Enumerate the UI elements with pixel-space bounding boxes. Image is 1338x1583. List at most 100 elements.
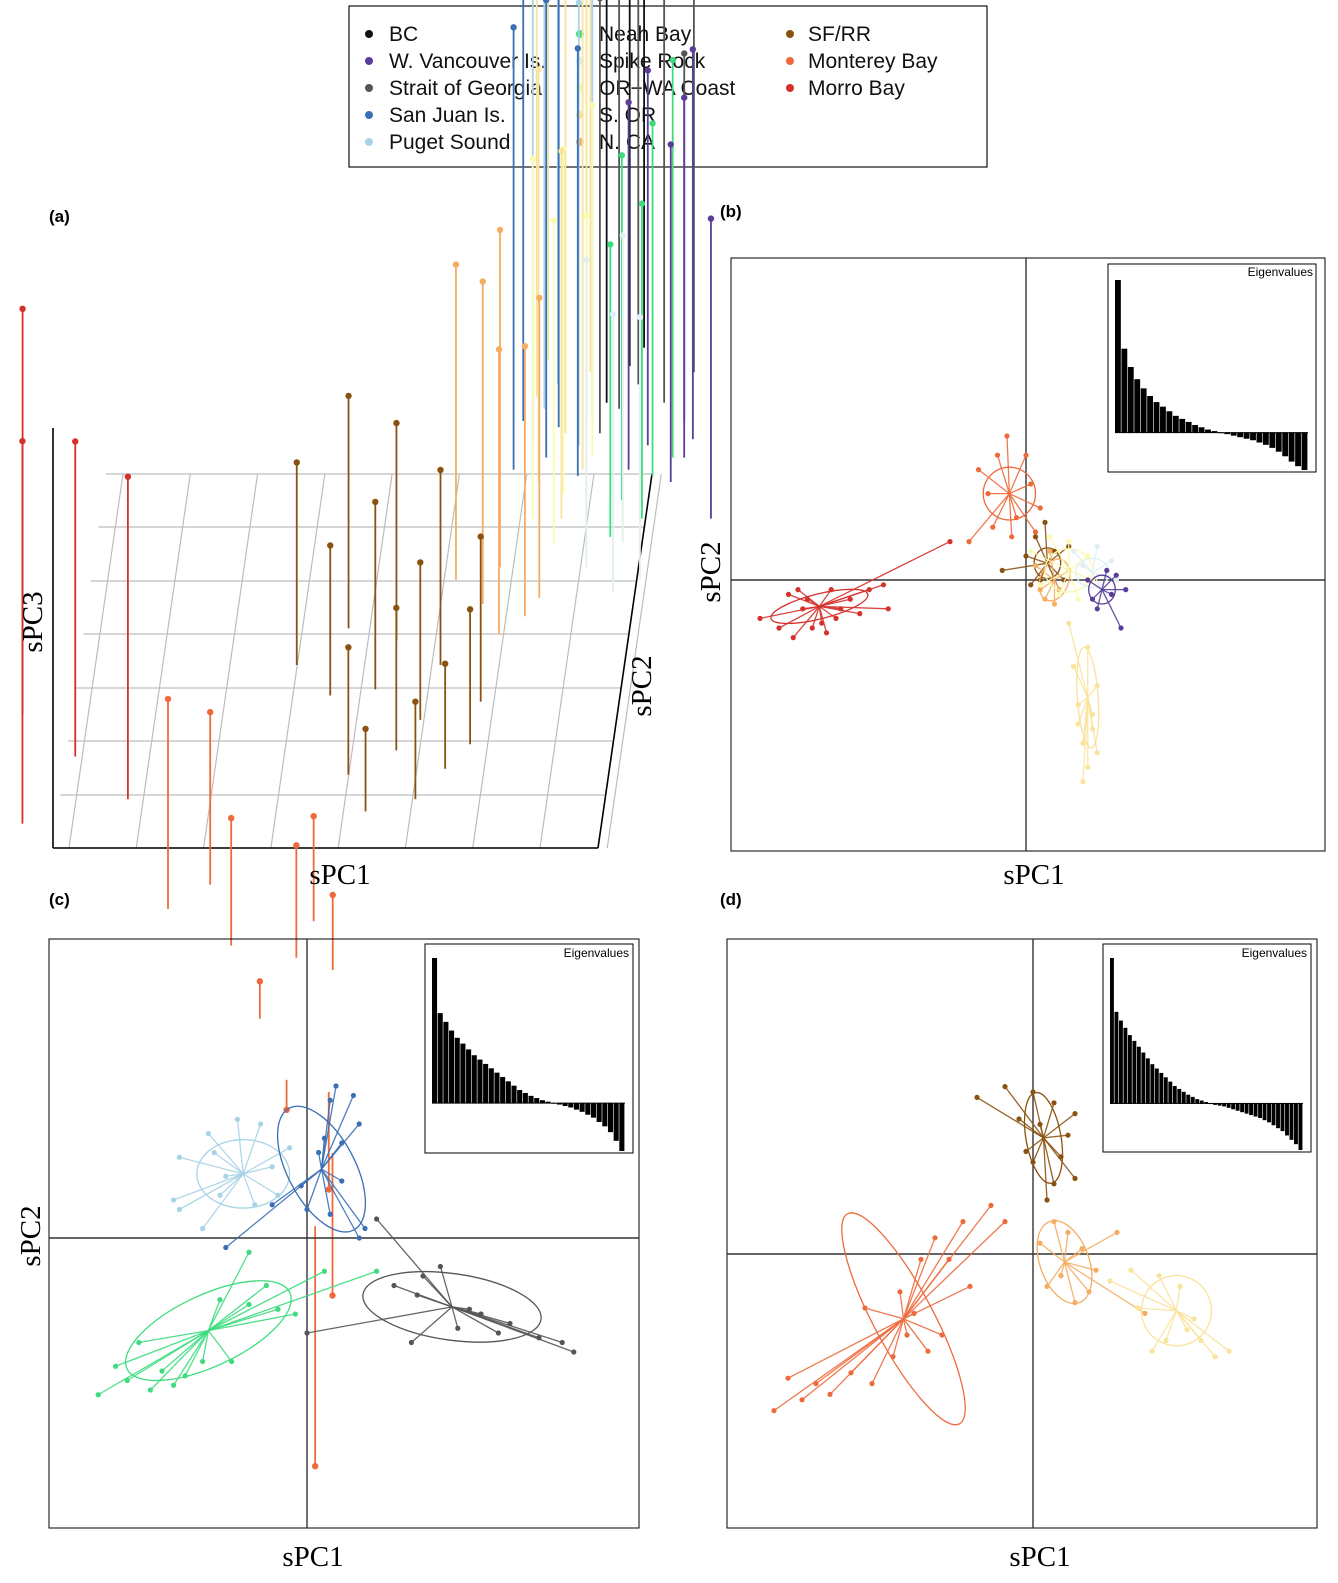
point-strait-of-georgia — [571, 1349, 577, 1355]
eigen-bar — [505, 1081, 511, 1104]
star-segment-strait-of-georgia — [451, 1306, 499, 1334]
legend-marker-strait-of-georgia — [365, 84, 373, 92]
eigen-bar — [619, 1103, 625, 1151]
star-segment-sf-rr — [1042, 1137, 1055, 1184]
eigen-bar — [1237, 432, 1244, 438]
eigen-baseline-segment — [1222, 1102, 1227, 1104]
point-monterey-bay — [966, 539, 972, 545]
point-s-or — [1085, 764, 1091, 770]
eigen-baseline-segment — [528, 1102, 535, 1104]
point-spike-rock — [636, 313, 644, 321]
star-segment-monterey-bay — [1008, 493, 1018, 518]
point-monterey-bay — [310, 813, 317, 820]
point-n-ca — [1047, 548, 1053, 554]
point-s-or — [1191, 1316, 1197, 1322]
eigen-bar — [568, 1103, 574, 1108]
eigen-baseline-segment — [1177, 1102, 1182, 1104]
eigen-bar — [483, 1063, 489, 1104]
eigen-baseline-segment — [1121, 432, 1128, 434]
group-s-or — [1066, 620, 1100, 785]
eigen-bar — [1123, 1027, 1128, 1104]
eigen-bar — [1243, 432, 1250, 439]
eigen-baseline-segment — [1172, 432, 1180, 434]
panel-b-eigen-title: Eigenvalues — [1248, 265, 1313, 279]
eigen-bar — [1115, 280, 1121, 433]
star-segment-strait-of-georgia — [422, 1275, 453, 1308]
point-or-wa-coast — [1085, 553, 1091, 559]
ellipse-n-ca — [1036, 1219, 1093, 1305]
eigen-baseline-segment — [1224, 432, 1231, 434]
panel-d-eigen-bars — [1110, 958, 1303, 1150]
star-segment-neah-bay — [208, 1313, 296, 1332]
point-san-juan-is — [574, 45, 581, 52]
eigen-bar — [585, 1103, 591, 1115]
point-spike-rock — [1108, 558, 1115, 564]
point-san-juan-is — [269, 1202, 275, 1208]
eigen-baseline-segment — [1267, 1102, 1272, 1104]
point-puget-sound — [176, 1206, 182, 1213]
point-neah-bay — [321, 1268, 327, 1274]
star-segment-morro-bay — [819, 584, 884, 608]
panel-b-frame — [730, 257, 1326, 852]
panel-c-eigen-bars — [432, 958, 625, 1151]
star-segment-monterey-bay — [996, 455, 1010, 494]
star-segment-strait-of-georgia — [451, 1306, 575, 1353]
eigen-baseline-segment — [1163, 1102, 1169, 1104]
eigen-baseline-segment — [596, 1102, 603, 1104]
eigen-baseline-segment — [579, 1102, 586, 1104]
eigen-baseline-segment — [471, 1102, 478, 1104]
panel-c-eigen-title: Eigenvalues — [564, 946, 629, 960]
point-morro-bay — [124, 473, 132, 480]
point-neah-bay — [95, 1392, 101, 1398]
point-san-juan-is — [339, 1140, 345, 1146]
group-n-ca — [1036, 1219, 1148, 1316]
point-s-or — [1184, 1327, 1190, 1333]
point-puget-sound — [200, 1225, 206, 1232]
panel-b-x-title: sPC1 — [1003, 859, 1064, 891]
star-segment-neah-bay — [161, 1330, 209, 1372]
eigen-bar — [1199, 1100, 1204, 1104]
point-w-vancouver-is — [1094, 606, 1100, 612]
eigen-baseline-segment — [1243, 432, 1251, 434]
eigen-bar — [1166, 411, 1173, 433]
legend-marker-morro-bay — [786, 84, 794, 92]
point-s-or — [1177, 1283, 1183, 1289]
star-segment-w-vancouver-is — [1087, 579, 1103, 591]
eigen-baseline-segment — [1118, 1102, 1124, 1104]
star-segment-morro-bay — [819, 541, 951, 607]
point-strait-of-georgia — [478, 1311, 484, 1317]
eigen-bar — [1295, 432, 1301, 467]
star-segment-strait-of-georgia — [451, 1306, 563, 1344]
star-segment-monterey-bay — [902, 1318, 929, 1352]
point-puget-sound — [176, 1154, 182, 1160]
point-san-juan-is — [543, 0, 550, 4]
star-segment-san-juan-is — [306, 1168, 323, 1210]
eigen-bar — [1298, 1103, 1303, 1150]
point-sf-rr — [327, 542, 334, 549]
eigen-baseline-segment — [1168, 1102, 1173, 1104]
eigen-bar — [1110, 958, 1114, 1104]
point-s-or — [1080, 779, 1086, 785]
point-monterey-bay — [1028, 481, 1034, 487]
ellipse-strait-of-georgia — [362, 1271, 542, 1343]
point-n-ca — [1065, 1229, 1071, 1235]
point-puget-sound — [211, 1149, 217, 1156]
star-segment-puget-sound — [213, 1151, 244, 1175]
eigen-bar — [1168, 1081, 1173, 1104]
star-segment-neah-bay — [208, 1270, 377, 1332]
star-segment-puget-sound — [179, 1173, 244, 1211]
star-segment-sf-rr — [1043, 1137, 1062, 1158]
point-neah-bay — [607, 241, 614, 248]
star-segment-san-juan-is — [320, 1142, 343, 1170]
star-segment-monterey-bay — [902, 1205, 992, 1320]
ellipse-neah-bay — [124, 1280, 292, 1382]
point-san-juan-is — [362, 1225, 368, 1232]
star-segment-sf-rr — [1032, 1137, 1045, 1163]
star-segment-neah-bay — [138, 1329, 209, 1344]
point-neah-bay — [159, 1368, 165, 1374]
panel-d-marks — [771, 1084, 1232, 1426]
star-segment-n-ca — [1039, 579, 1055, 591]
eigen-baseline-segment — [1258, 1102, 1263, 1104]
eigen-baseline-segment — [1217, 432, 1225, 434]
